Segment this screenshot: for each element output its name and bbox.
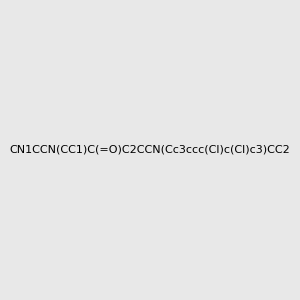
Text: CN1CCN(CC1)C(=O)C2CCN(Cc3ccc(Cl)c(Cl)c3)CC2: CN1CCN(CC1)C(=O)C2CCN(Cc3ccc(Cl)c(Cl)c3)… bbox=[10, 145, 290, 155]
